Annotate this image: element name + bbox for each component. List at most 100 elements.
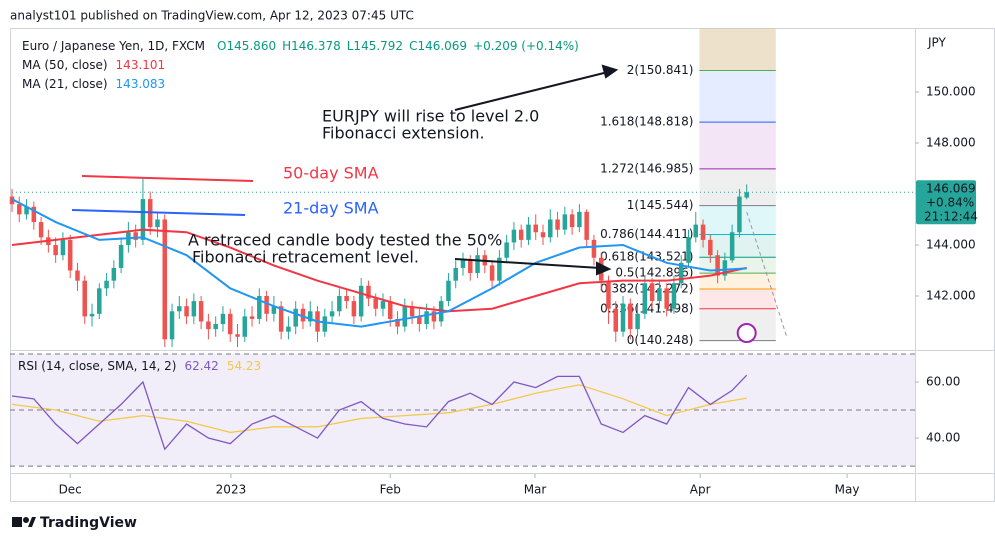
candle-body <box>271 306 277 314</box>
x-tick-label: Apr <box>690 483 711 497</box>
candle-body <box>489 265 495 281</box>
candle-body <box>366 285 371 299</box>
candle-body <box>177 306 182 312</box>
y-tick-label: 142.000 <box>926 288 976 302</box>
candle-body <box>358 285 364 317</box>
candle-body <box>657 288 662 302</box>
candle-body <box>24 206 29 215</box>
rsi-sma-line <box>11 384 747 434</box>
candle-body <box>118 244 124 268</box>
candle-body <box>715 255 720 276</box>
candle-body <box>373 298 378 309</box>
candle-body <box>577 211 582 228</box>
candle-body <box>591 239 597 258</box>
last-price-badge <box>916 180 976 225</box>
sma21-trendline <box>71 209 246 216</box>
candle-body <box>322 316 328 332</box>
candle-body <box>89 313 95 317</box>
legend-value: 143.101 <box>116 58 166 72</box>
fib-label: 0(140.248) <box>627 333 694 347</box>
candle-body <box>700 224 706 240</box>
quote-close: C146.069 <box>409 39 467 53</box>
candle-body <box>708 239 713 256</box>
candle-body <box>53 244 58 256</box>
candle-body <box>307 311 313 322</box>
ma21-legend: MA (21, close) 143.083 <box>22 77 165 91</box>
candle-body <box>220 313 226 325</box>
annotation: A retraced candle body tested the 50% <box>188 231 502 250</box>
candle-body <box>562 214 568 230</box>
candle-body <box>82 280 87 317</box>
legend-value: 143.083 <box>116 77 166 91</box>
candle-body <box>402 306 408 327</box>
candle-body <box>453 267 458 281</box>
symbol: Euro / Japanese Yen, 1D, FXCM O145.860 H14… <box>22 39 579 53</box>
moving-average <box>11 228 747 313</box>
candle-body <box>533 224 538 233</box>
candle-body <box>38 222 44 238</box>
candle-body <box>722 260 728 276</box>
candle-body <box>497 257 502 281</box>
candle-body <box>468 260 473 274</box>
annotation: Fibonacci retracement level. <box>192 248 419 267</box>
candle-body <box>191 301 197 317</box>
candle-body <box>286 326 291 332</box>
candle-body <box>584 211 589 240</box>
candle-body <box>606 280 611 309</box>
y-tick-label: 144.000 <box>926 237 976 251</box>
candle-body <box>257 295 262 319</box>
candle-body <box>417 316 422 325</box>
last-price-label: 146.069 <box>926 182 976 196</box>
symbol-name: Euro / Japanese Yen, 1D, FXCM <box>22 39 205 53</box>
candle-body <box>17 204 22 215</box>
candle-body <box>460 260 466 268</box>
x-tick-label: Feb <box>380 483 401 497</box>
last-price-change: +0.84% <box>926 196 974 210</box>
fib-label: 2(150.841) <box>627 63 694 77</box>
fib-label: 0.618(143.521) <box>600 250 693 264</box>
candle-body <box>227 313 233 335</box>
candle-body <box>431 311 437 322</box>
quote-change: +0.209 (+0.14%) <box>473 39 579 53</box>
annotation: 50-day SMA <box>283 164 379 183</box>
x-tick-label: Mar <box>524 483 547 497</box>
candle-body <box>388 301 393 319</box>
annotation: 21-day SMA <box>283 199 379 218</box>
fib-extension-zone <box>699 28 776 71</box>
candle-body <box>504 242 509 258</box>
candle-body <box>344 295 349 302</box>
candle-body <box>569 214 575 228</box>
candle-body <box>351 301 357 317</box>
candle-body <box>380 301 386 309</box>
candle-body <box>9 196 15 205</box>
currency: JPY <box>927 36 947 50</box>
candle-body <box>511 229 517 243</box>
quote-open: O145.860 <box>217 39 276 53</box>
fib-label: 0.786(144.411) <box>600 227 693 241</box>
quote-low: L145.792 <box>347 39 403 53</box>
sma50-trendline <box>81 175 254 182</box>
candle-body <box>264 295 269 314</box>
candle-body <box>155 219 160 228</box>
candle-body <box>409 306 415 317</box>
candle-body <box>671 283 677 309</box>
ma50-legend: MA (50, close) 143.101 <box>22 58 165 72</box>
candle-body <box>664 288 669 309</box>
candle-body <box>133 232 138 240</box>
fib-label: 1.618(148.818) <box>600 115 693 129</box>
x-tick-label: 2023 <box>216 483 247 497</box>
candle-body <box>97 288 102 314</box>
candle-body <box>337 295 342 312</box>
candle-body <box>242 316 248 337</box>
candle-body <box>67 239 73 271</box>
candle-body <box>198 301 204 322</box>
candle-body <box>140 199 146 240</box>
fib-band <box>699 289 776 309</box>
annotation: Fibonacci extension. <box>322 124 485 143</box>
candle-body <box>293 308 298 327</box>
candle-body <box>278 306 284 332</box>
candle-body <box>548 219 553 238</box>
candle-body <box>60 239 66 256</box>
footer-brand: TradingView <box>40 515 137 531</box>
candle-body <box>613 308 619 332</box>
